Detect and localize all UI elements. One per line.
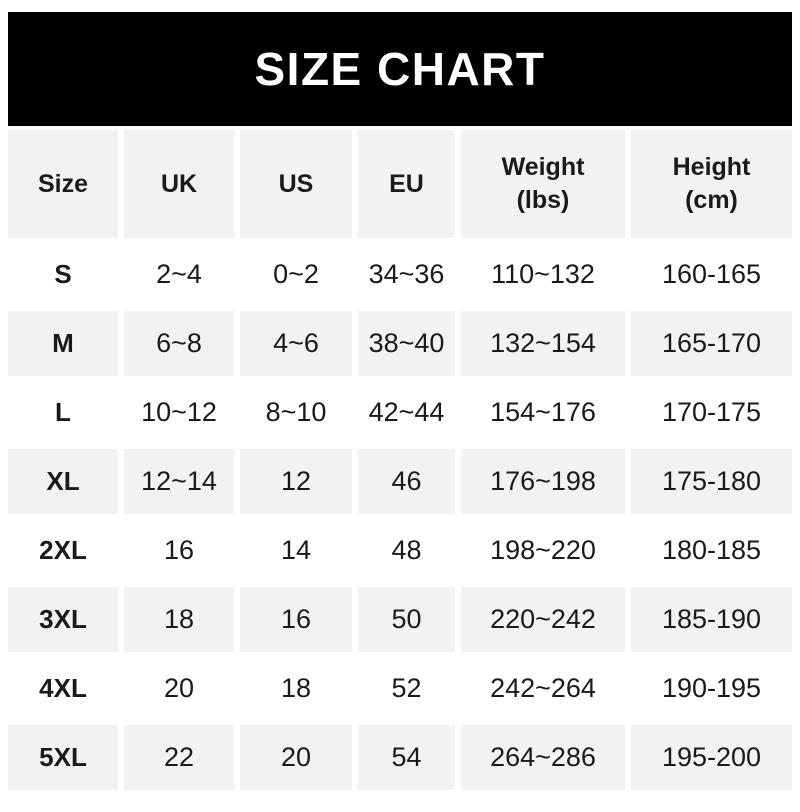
- row-size-label: M: [8, 311, 118, 376]
- table-cell: 12~14: [124, 449, 234, 514]
- table-cell: 170-175: [631, 380, 792, 445]
- row-size-label: 5XL: [8, 725, 118, 790]
- table-cell: 18: [124, 587, 234, 652]
- table-cell: 2~4: [124, 242, 234, 307]
- table-cell: 160-165: [631, 242, 792, 307]
- row-size-label: 4XL: [8, 656, 118, 721]
- row-size-label: S: [8, 242, 118, 307]
- table-cell: 54: [358, 725, 455, 790]
- table-cell: 18: [240, 656, 352, 721]
- table-cell: 0~2: [240, 242, 352, 307]
- row-size-label: L: [8, 380, 118, 445]
- table-cell: 8~10: [240, 380, 352, 445]
- column-header-size: Size: [8, 130, 118, 238]
- table-cell: 220~242: [461, 587, 625, 652]
- table-cell: 14: [240, 518, 352, 583]
- table-cell: 190-195: [631, 656, 792, 721]
- table-cell: 180-185: [631, 518, 792, 583]
- table-cell: 52: [358, 656, 455, 721]
- table-cell: 264~286: [461, 725, 625, 790]
- table-cell: 185-190: [631, 587, 792, 652]
- table-cell: 176~198: [461, 449, 625, 514]
- size-chart-table: Size UK US EU Weight (lbs) Height (cm) S…: [8, 130, 792, 790]
- table-cell: 10~12: [124, 380, 234, 445]
- column-header-height: Height (cm): [631, 130, 792, 238]
- table-cell: 198~220: [461, 518, 625, 583]
- row-size-label: 3XL: [8, 587, 118, 652]
- page-title: SIZE CHART: [254, 43, 546, 95]
- table-cell: 46: [358, 449, 455, 514]
- column-header-eu: EU: [358, 130, 455, 238]
- size-chart-banner: SIZE CHART: [8, 12, 792, 126]
- table-cell: 16: [240, 587, 352, 652]
- table-cell: 132~154: [461, 311, 625, 376]
- table-cell: 195-200: [631, 725, 792, 790]
- table-cell: 42~44: [358, 380, 455, 445]
- table-cell: 6~8: [124, 311, 234, 376]
- column-header-weight: Weight (lbs): [461, 130, 625, 238]
- row-size-label: 2XL: [8, 518, 118, 583]
- table-cell: 110~132: [461, 242, 625, 307]
- table-cell: 165-170: [631, 311, 792, 376]
- column-header-us: US: [240, 130, 352, 238]
- row-size-label: XL: [8, 449, 118, 514]
- table-cell: 48: [358, 518, 455, 583]
- table-cell: 34~36: [358, 242, 455, 307]
- table-cell: 22: [124, 725, 234, 790]
- table-cell: 154~176: [461, 380, 625, 445]
- table-cell: 20: [240, 725, 352, 790]
- column-header-uk: UK: [124, 130, 234, 238]
- table-cell: 4~6: [240, 311, 352, 376]
- table-cell: 20: [124, 656, 234, 721]
- table-cell: 16: [124, 518, 234, 583]
- table-cell: 242~264: [461, 656, 625, 721]
- table-cell: 38~40: [358, 311, 455, 376]
- table-cell: 50: [358, 587, 455, 652]
- table-cell: 12: [240, 449, 352, 514]
- table-cell: 175-180: [631, 449, 792, 514]
